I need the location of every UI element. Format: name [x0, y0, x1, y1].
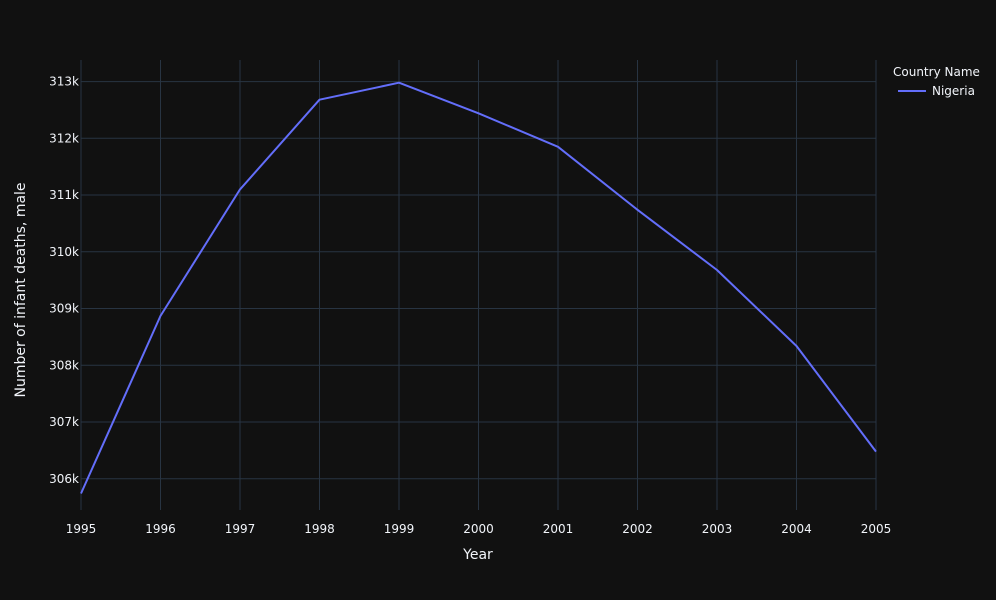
y-tick-label: 306k [49, 472, 79, 486]
x-tick-label: 1996 [145, 522, 176, 536]
y-tick-label: 313k [49, 75, 79, 89]
x-axis-title: Year [462, 547, 493, 563]
grid [80, 60, 877, 510]
legend: Country Name Nigeria [893, 65, 980, 98]
x-tick-label: 2005 [861, 522, 892, 536]
y-tick-label: 307k [49, 415, 79, 429]
legend-items: Nigeria [898, 84, 975, 98]
x-tick-label: 1999 [384, 522, 415, 536]
x-tick-label: 1997 [225, 522, 256, 536]
x-tick-label: 2001 [543, 522, 574, 536]
series-line-nigeria [80, 81, 877, 494]
x-tick-label: 2000 [463, 522, 494, 536]
y-tick-label: 309k [49, 302, 79, 316]
x-axis-ticks: 1995 1996 1997 1998 1999 2000 2001 2002 2003 2004… [66, 522, 892, 536]
y-tick-label: 312k [49, 131, 79, 145]
x-tick-label: 2002 [622, 522, 653, 536]
legend-title: Country Name [893, 65, 980, 79]
x-tick-label: 2004 [781, 522, 812, 536]
x-tick-label: 1995 [66, 522, 97, 536]
legend-label: Nigeria [932, 84, 975, 98]
y-tick-label: 311k [49, 188, 79, 202]
y-tick-label: 310k [49, 245, 79, 259]
x-tick-label: 2003 [702, 522, 733, 536]
y-tick-label: 308k [49, 358, 79, 372]
y-axis-ticks: 306k 307k 308k 309k 310k 311k 312k 313k [49, 75, 79, 486]
y-axis-title: Number of infant deaths, male [13, 182, 29, 397]
x-tick-label: 1998 [304, 522, 335, 536]
series-layer [80, 81, 877, 494]
